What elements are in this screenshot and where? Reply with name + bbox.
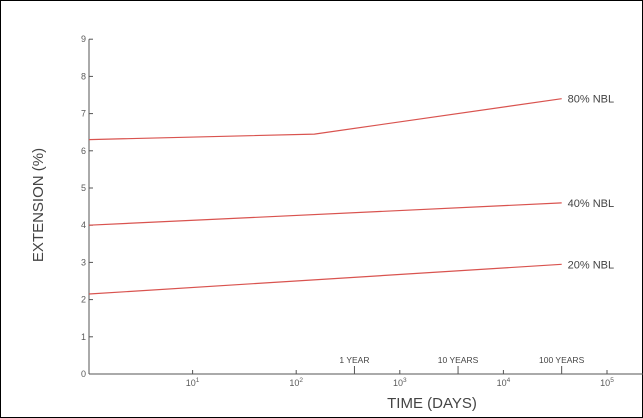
- series-group: 80% NBL 40% NBL 20% NBL: [88, 94, 614, 295]
- x-axis-title: TIME (DAYS): [387, 395, 477, 412]
- y-tick-label: 0: [81, 369, 86, 379]
- series-line: [88, 202, 562, 226]
- y-tick-label: 5: [81, 183, 86, 193]
- time-marker-label: 1 YEAR: [339, 355, 369, 365]
- x-tick-label: 104: [497, 377, 511, 388]
- y-tick-label: 3: [81, 257, 86, 267]
- y-tick-label: 6: [81, 146, 86, 156]
- time-markers: 1 YEAR 10 YEARS 100 YEARS: [339, 355, 585, 374]
- y-tick-label: 1: [81, 332, 86, 342]
- series-line: [88, 263, 562, 295]
- series-line: [88, 98, 562, 141]
- y-tick-label: 8: [81, 71, 86, 81]
- ticks: 0 1 2 3 4 5 6 7 8 9 101 102 103 104 105: [81, 34, 614, 388]
- y-tick-label: 2: [81, 295, 86, 305]
- x-tick-label: 102: [289, 377, 303, 388]
- time-marker-label: 100 YEARS: [539, 355, 585, 365]
- x-tick-label: 103: [393, 377, 407, 388]
- time-marker-label: 10 YEARS: [438, 355, 479, 365]
- series-label: 80% NBL: [568, 94, 614, 106]
- series-label: 20% NBL: [568, 259, 614, 271]
- y-tick-label: 9: [81, 34, 86, 44]
- series-label: 40% NBL: [568, 198, 614, 210]
- x-tick-label: 101: [186, 377, 200, 388]
- y-tick-label: 4: [81, 220, 86, 230]
- x-tick-label: 105: [600, 377, 614, 388]
- y-axis-title: EXTENSION (%): [30, 148, 47, 262]
- axes: [88, 39, 643, 375]
- y-tick-label: 7: [81, 109, 86, 119]
